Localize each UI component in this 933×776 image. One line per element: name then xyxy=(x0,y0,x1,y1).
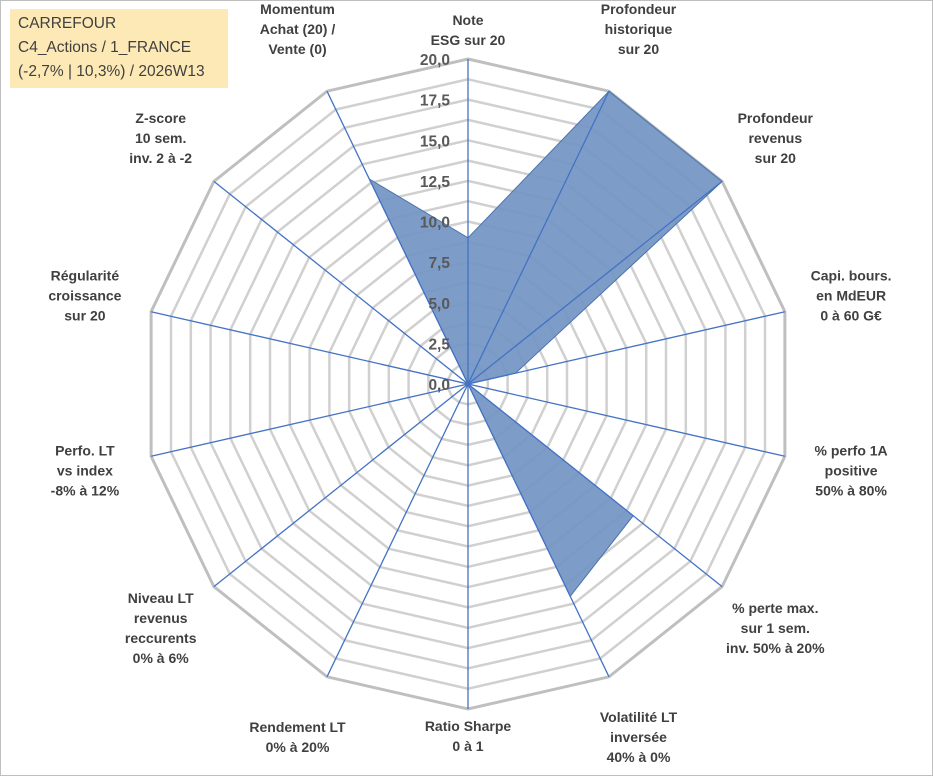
axis-label: Perfo. LT vs index -8% à 12% xyxy=(51,443,120,499)
axis-label-line: -8% à 12% xyxy=(51,483,120,499)
tick-label: 2,5 xyxy=(428,336,450,353)
axis-label: Note ESG sur 20 xyxy=(431,12,506,48)
axis-label-line: % perfo 1A xyxy=(815,443,888,459)
axis-label: Niveau LT revenus reccurents 0% à 6% xyxy=(125,590,197,666)
axis-label-line: ESG sur 20 xyxy=(431,32,506,48)
axis-label-line: sur 20 xyxy=(64,308,105,324)
axis-spoke xyxy=(150,383,469,457)
axis-label: Régularité croissance sur 20 xyxy=(48,268,121,324)
spoke-layer xyxy=(150,59,786,709)
tick-label: 5,0 xyxy=(428,296,450,313)
axis-label-line: reccurents xyxy=(125,630,197,646)
axis-label-line: % perte max. xyxy=(732,600,818,616)
axis-label: Volatilité LT inversée 40% à 0% xyxy=(600,709,678,765)
axis-label-line: Achat (20) / xyxy=(260,21,336,37)
axis-spoke xyxy=(467,311,786,385)
axis-label-line: Vente (0) xyxy=(268,41,326,57)
axis-label-line: Volatilité LT xyxy=(600,709,678,725)
axis-label: Profondeur historique sur 20 xyxy=(601,1,677,57)
axis-label-line: Z-score xyxy=(135,110,186,126)
axis-label-line: Momentum xyxy=(260,1,335,17)
axis-spoke xyxy=(467,383,610,678)
axis-label: Rendement LT 0% à 20% xyxy=(249,719,346,755)
axis-label: Momentum Achat (20) / Vente (0) xyxy=(260,1,336,57)
axis-label-line: Profondeur xyxy=(738,110,814,126)
axis-spoke xyxy=(213,180,469,385)
axis-label: % perte max. sur 1 sem. inv. 50% à 20% xyxy=(726,600,825,656)
axis-label-line: 40% à 0% xyxy=(607,749,671,765)
axis-label-line: sur 20 xyxy=(618,41,659,57)
axis-label-line: revenus xyxy=(134,610,188,626)
axis-label-line: inversée xyxy=(610,729,667,745)
axis-label-line: 50% à 80% xyxy=(815,483,887,499)
axis-spoke xyxy=(467,180,723,385)
axis-spoke xyxy=(150,311,469,385)
axis-spoke xyxy=(467,90,610,385)
axis-label-line: 0% à 6% xyxy=(133,650,190,666)
axis-label-layer: Note ESG sur 20 Profondeur historique sur 20… xyxy=(48,1,891,765)
axis-label-line: sur 1 sem. xyxy=(741,620,810,636)
axis-label-line: Ratio Sharpe xyxy=(425,718,512,734)
axis-label-line: inv. 50% à 20% xyxy=(726,640,825,656)
axis-label: Profondeur revenus sur 20 xyxy=(738,110,814,166)
axis-label: Ratio Sharpe 0 à 1 xyxy=(425,718,512,754)
axis-label: Capi. bours. en MdEUR 0 à 60 G€ xyxy=(811,268,892,324)
axis-label-line: Profondeur xyxy=(601,1,677,17)
tick-label: 7,5 xyxy=(428,255,450,272)
axis-label-line: Capi. bours. xyxy=(811,268,892,284)
axis-label-line: Rendement LT xyxy=(249,719,346,735)
axis-spoke xyxy=(467,383,723,588)
axis-spoke xyxy=(326,383,469,678)
title-line-performance: (-2,7% | 10,3%) / 2026W13 xyxy=(18,63,205,80)
axis-label-line: croissance xyxy=(48,288,121,304)
axis-spoke xyxy=(467,383,786,457)
axis-spoke xyxy=(213,383,469,588)
axis-label-line: Note xyxy=(452,12,483,28)
tick-label-layer: 0,0 2,5 5,0 7,5 10,0 12,5 15,0 17,5 20,0 xyxy=(420,52,451,394)
axis-label-line: revenus xyxy=(748,130,802,146)
tick-label: 20,0 xyxy=(420,52,450,69)
axis-label-line: sur 20 xyxy=(755,150,796,166)
axis-label-line: Niveau LT xyxy=(128,590,194,606)
axis-label-line: Régularité xyxy=(51,268,120,284)
axis-label-line: vs index xyxy=(57,463,113,479)
axis-label-line: inv. 2 à -2 xyxy=(129,150,192,166)
axis-spoke xyxy=(326,90,469,385)
tick-label: 0,0 xyxy=(428,377,450,394)
tick-label: 15,0 xyxy=(420,133,450,150)
axis-label-line: historique xyxy=(605,21,673,37)
axis-label-line: 0 à 60 G€ xyxy=(820,308,882,324)
chart-title-box: CARREFOUR C4_Actions / 1_FRANCE (-2,7% |… xyxy=(10,9,228,88)
axis-label-line: 10 sem. xyxy=(135,130,186,146)
tick-label: 12,5 xyxy=(420,174,451,191)
axis-label-line: 0 à 1 xyxy=(452,738,483,754)
axis-label-line: 0% à 20% xyxy=(266,739,330,755)
axis-label: % perfo 1A positive 50% à 80% xyxy=(815,443,888,499)
tick-label: 17,5 xyxy=(420,93,451,110)
axis-label-line: Perfo. LT xyxy=(55,443,115,459)
title-line-company: CARREFOUR xyxy=(18,15,117,32)
axis-label-line: positive xyxy=(825,463,878,479)
title-line-category: C4_Actions / 1_FRANCE xyxy=(18,39,192,56)
axis-label: Z-score 10 sem. inv. 2 à -2 xyxy=(129,110,192,166)
tick-label: 10,0 xyxy=(420,215,450,232)
axis-label-line: en MdEUR xyxy=(816,288,886,304)
